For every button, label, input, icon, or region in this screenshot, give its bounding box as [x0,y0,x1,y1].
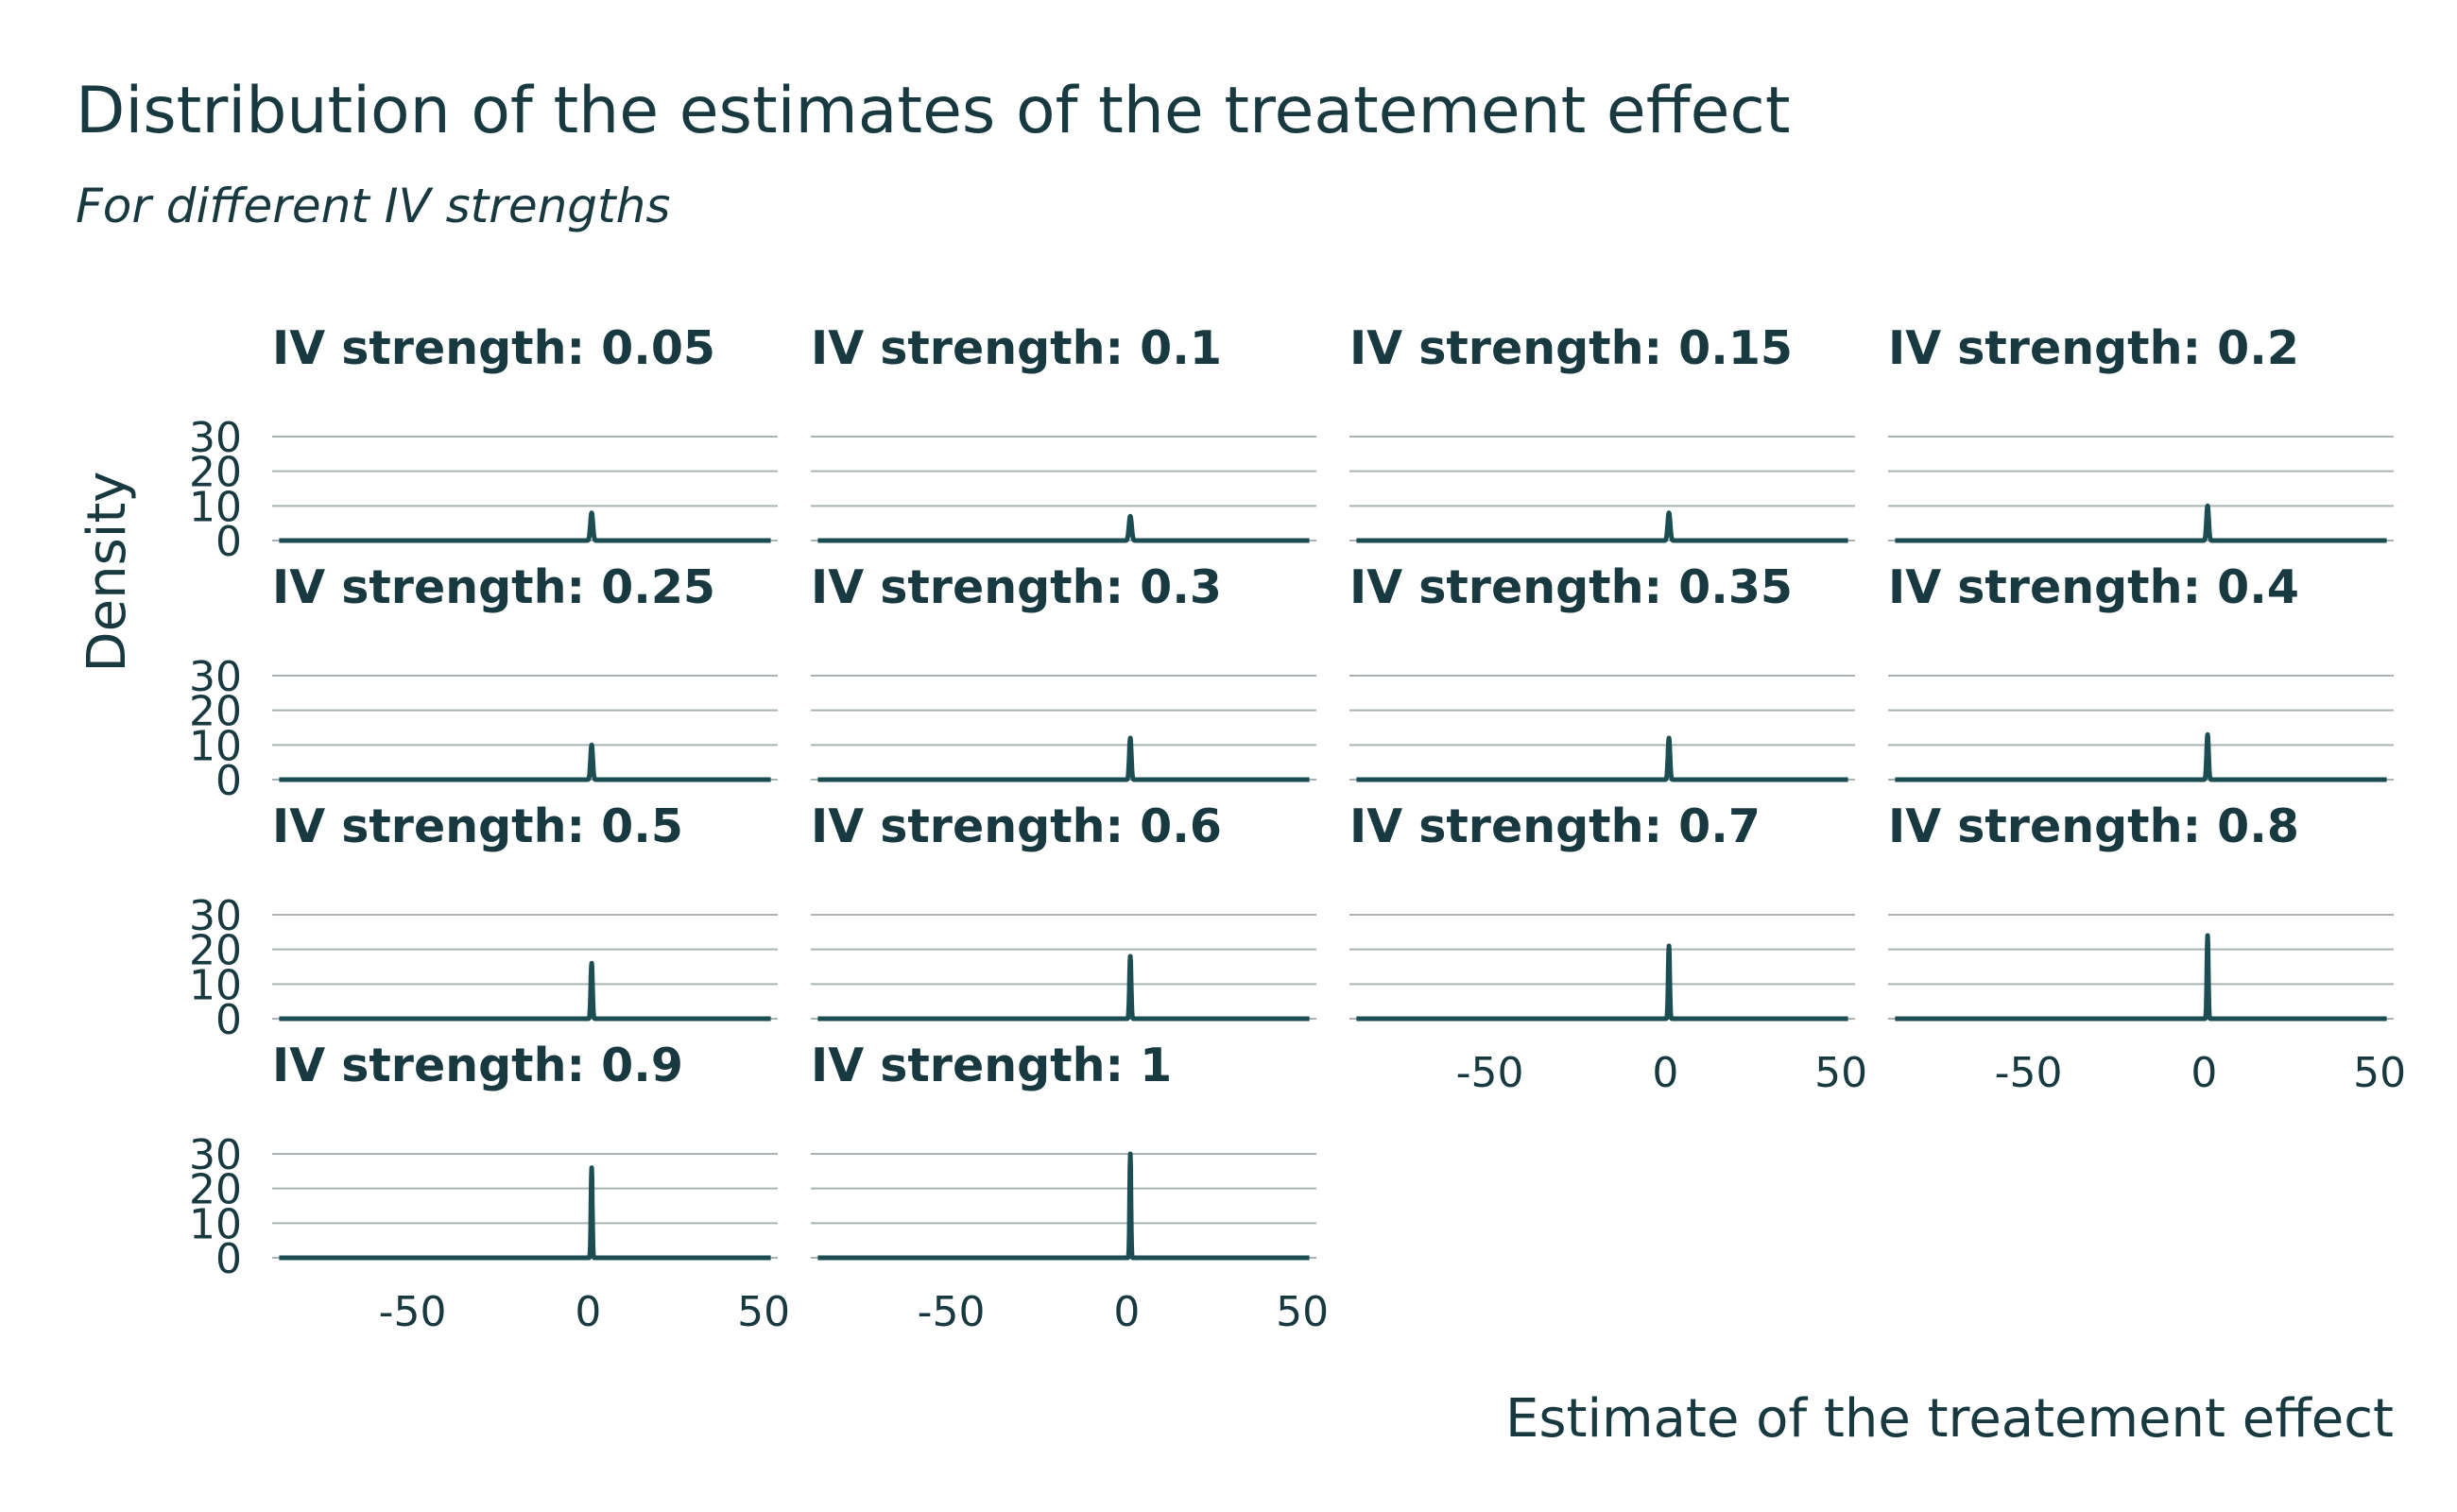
panel-strip-label: IV strength: 0.8 [1888,799,2299,853]
x-tick-label: -50 [918,1288,986,1336]
density-curve [1354,943,1850,1022]
y-tick-label: 30 [189,653,242,701]
y-tick-label: 30 [189,414,242,462]
panel-strip-label: IV strength: 1 [811,1039,1172,1092]
y-tick-label: 10 [189,961,242,1009]
panel-strip-label: IV strength: 0.3 [811,560,1222,614]
panel-strip-label: IV strength: 0.15 [1349,321,1793,375]
panel-strip-label: IV strength: 0.9 [272,1039,683,1092]
panel: IV strength: 0.6 [811,799,1316,1022]
y-tick-label: 30 [189,1131,242,1179]
y-axis-title: Density [77,472,138,673]
x-tick-label: 50 [1814,1049,1867,1097]
panel: IV strength: 0.8 -50 0 50 [1888,799,2406,1097]
panel-strip-label: IV strength: 0.6 [811,799,1222,853]
panel-strip-label: IV strength: 0.5 [272,799,683,853]
y-tick-label: 10 [189,722,242,770]
x-tick-label: 50 [737,1288,790,1336]
x-tick-label: 50 [1276,1288,1329,1336]
density-curve [1893,731,2389,782]
panel-strip-label: IV strength: 0.2 [1888,321,2299,375]
y-tick-label: 10 [189,1200,242,1248]
panel: IV strength: 0.2 [1888,321,2394,543]
density-curve [277,742,773,782]
panel-strip-label: IV strength: 0.25 [272,560,715,614]
panel-strip-label: IV strength: 0.4 [1888,560,2299,614]
y-tick-label: 10 [189,483,242,531]
panel: IV strength: 0.35 [1349,560,1855,782]
panel: IV strength: 0.7 -50 0 50 [1349,799,1867,1097]
y-tick-label: 20 [189,449,242,497]
x-tick-label: 50 [2353,1049,2406,1097]
density-curve [277,510,773,543]
panel: IV strength: 0.4 [1888,560,2394,782]
x-tick-label: -50 [379,1288,447,1336]
panel: IV strength: 0.15 [1349,321,1855,543]
panel: IV strength: 1 -50 0 50 [811,1039,1329,1336]
chart-title: Distribution of the estimates of the tre… [76,74,1790,148]
density-curve [816,1151,1312,1261]
density-curve [816,735,1312,782]
y-tick-label: 20 [189,1166,242,1214]
panel-strip-label: IV strength: 0.7 [1349,799,1761,853]
density-curve [1354,510,1850,543]
x-tick-label: 0 [1652,1049,1678,1097]
density-curve [816,513,1312,543]
panel: IV strength: 0.1 [811,321,1316,543]
density-curve [277,1165,773,1261]
y-tick-label: 30 [189,892,242,940]
x-tick-label: -50 [1995,1049,2063,1097]
panel-strip-label: IV strength: 0.05 [272,321,715,375]
x-tick-label: -50 [1456,1049,1524,1097]
density-curve [1893,933,2389,1022]
panel-strip-label: IV strength: 0.35 [1349,560,1793,614]
density-curve [816,954,1312,1022]
panel-strip-label: IV strength: 0.1 [811,321,1222,375]
y-tick-label: 0 [215,518,242,566]
chart-subtitle: For different IV strengths [76,179,670,233]
y-tick-label: 0 [215,996,242,1044]
x-tick-label: 0 [2191,1049,2217,1097]
y-tick-label: 20 [189,927,242,975]
panel: IV strength: 0.3 [811,560,1316,782]
x-axis-title: Estimate of the treatement effect [1505,1388,2394,1450]
y-tick-label: 20 [189,688,242,736]
density-curve [1893,503,2389,543]
x-tick-label: 0 [1113,1288,1140,1336]
y-tick-label: 0 [215,1235,242,1283]
density-curve [277,960,773,1022]
y-tick-label: 0 [215,757,242,805]
density-curve [1354,735,1850,782]
x-tick-label: 0 [575,1288,601,1336]
